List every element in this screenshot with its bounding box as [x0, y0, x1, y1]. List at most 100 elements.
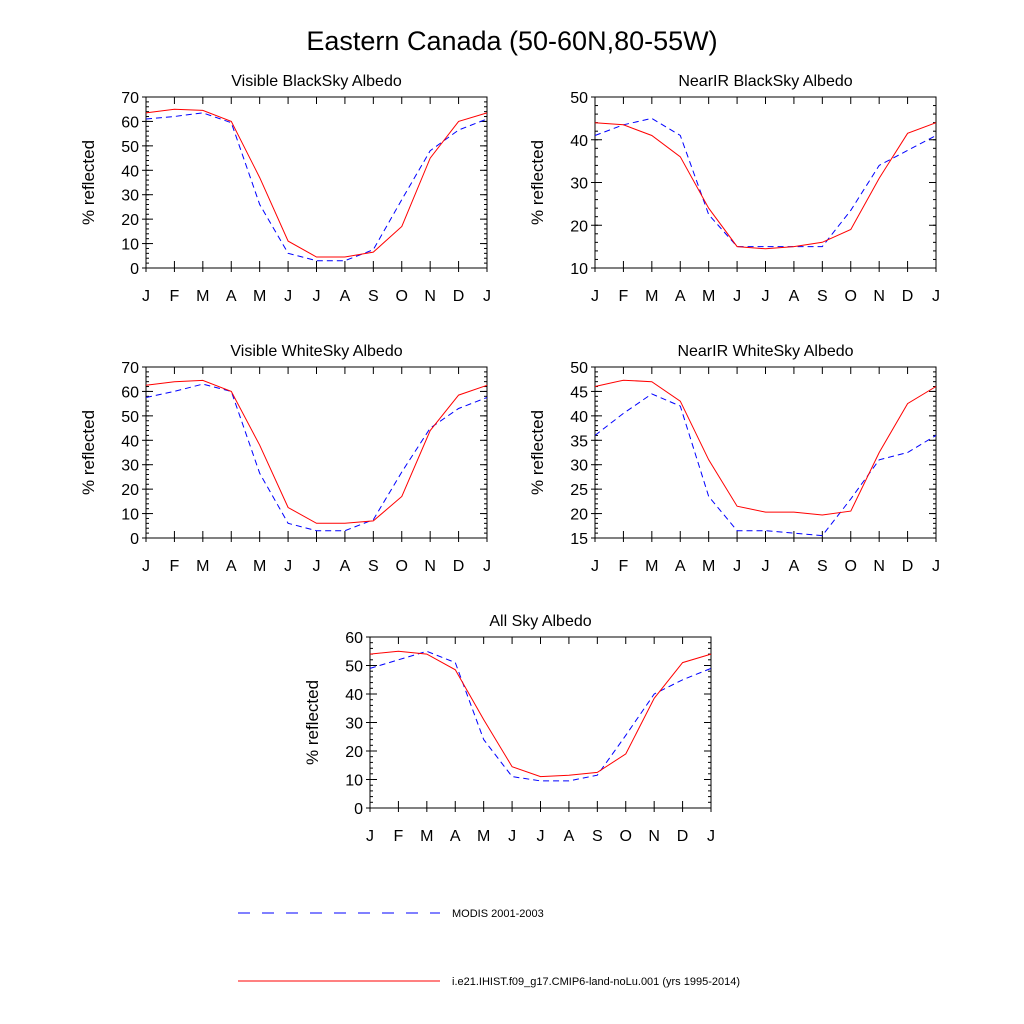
x-tick-label: J: [284, 558, 292, 575]
x-tick-label: N: [873, 288, 885, 305]
x-tick-label: M: [645, 558, 658, 575]
y-tick-label: 0: [354, 801, 363, 818]
x-tick-label: J: [762, 558, 770, 575]
x-tick-label: A: [450, 828, 461, 845]
x-tick-label: F: [394, 828, 404, 845]
y-tick-label: 30: [121, 188, 139, 205]
x-tick-label: J: [707, 828, 715, 845]
y-tick-label: 0: [130, 531, 139, 548]
x-tick-label: J: [142, 558, 150, 575]
plot-frame: [145, 366, 488, 539]
y-tick-label: 30: [570, 458, 588, 475]
x-tick-label: J: [142, 288, 150, 305]
y-axis-label: % reflected: [528, 410, 547, 495]
x-tick-label: J: [366, 828, 374, 845]
panel-nearir-whitesky-albedo: NearIR WhiteSky Albedo 15 20 25 30 35 40 45 50 J F…: [528, 343, 940, 575]
y-tick-label: 40: [121, 163, 139, 180]
x-tick-label: M: [702, 288, 715, 305]
x-tick-label: A: [340, 288, 351, 305]
x-tick-label: A: [226, 288, 237, 305]
x-tick-label: F: [170, 558, 180, 575]
chart-panels: Visible BlackSky Albedo 0 10 20 30 40 50 60 70 J F…: [79, 73, 940, 845]
y-tick-label: 45: [570, 384, 588, 401]
series-line-modis: [369, 650, 712, 782]
series-line-model: [145, 108, 488, 258]
x-tick-label: M: [702, 558, 715, 575]
x-tick-label: A: [340, 558, 351, 575]
x-tick-label: J: [932, 288, 940, 305]
y-axis-label: % reflected: [79, 410, 98, 495]
y-tick-label: 50: [121, 409, 139, 426]
x-tick-label: J: [932, 558, 940, 575]
x-tick-label: O: [845, 288, 857, 305]
y-tick-label: 10: [121, 507, 139, 524]
y-tick-label: 60: [345, 630, 363, 647]
legend-label-model: i.e21.IHIST.f09_g17.CMIP6-land-noLu.001 …: [452, 976, 740, 988]
x-tick-label: A: [675, 288, 686, 305]
y-tick-label: 40: [570, 133, 588, 150]
x-tick-label: J: [313, 288, 321, 305]
y-tick-label: 50: [345, 659, 363, 676]
legend-label-modis: MODIS 2001-2003: [452, 908, 544, 920]
y-tick-label: 0: [130, 261, 139, 278]
series-line-model: [369, 650, 712, 778]
y-tick-label: 50: [570, 360, 588, 377]
y-tick-label: 10: [570, 261, 588, 278]
x-tick-label: J: [313, 558, 321, 575]
series-line-model: [594, 122, 937, 250]
x-tick-label: O: [396, 288, 408, 305]
x-tick-label: S: [368, 558, 379, 575]
x-tick-label: S: [368, 288, 379, 305]
series-line-modis: [594, 393, 937, 537]
x-tick-label: F: [619, 288, 629, 305]
x-tick-label: N: [424, 288, 436, 305]
y-tick-label: 35: [570, 433, 588, 450]
y-tick-label: 25: [570, 482, 588, 499]
panel-title: NearIR BlackSky Albedo: [678, 73, 852, 90]
x-tick-label: O: [620, 828, 632, 845]
x-tick-label: S: [817, 558, 828, 575]
y-tick-label: 10: [345, 773, 363, 790]
y-tick-label: 40: [121, 433, 139, 450]
x-tick-label: J: [284, 288, 292, 305]
x-tick-label: J: [733, 558, 741, 575]
y-axis-label: % reflected: [303, 680, 322, 765]
x-tick-label: F: [619, 558, 629, 575]
y-tick-label: 20: [121, 482, 139, 499]
x-tick-label: J: [537, 828, 545, 845]
x-tick-label: N: [873, 558, 885, 575]
legend: MODIS 2001-2003 i.e21.IHIST.f09_g17.CMIP…: [238, 908, 740, 988]
y-tick-label: 40: [345, 687, 363, 704]
y-tick-label: 70: [121, 360, 139, 377]
y-axis-label: % reflected: [79, 140, 98, 225]
x-tick-label: N: [648, 828, 660, 845]
series-line-modis: [145, 112, 488, 262]
y-tick-label: 70: [121, 90, 139, 107]
figure-title: Eastern Canada (50-60N,80-55W): [306, 26, 717, 56]
x-tick-label: M: [477, 828, 490, 845]
y-tick-label: 10: [121, 237, 139, 254]
y-tick-label: 20: [570, 218, 588, 235]
x-tick-label: D: [677, 828, 689, 845]
panel-title: Visible BlackSky Albedo: [231, 73, 402, 90]
panel-title: Visible WhiteSky Albedo: [230, 343, 402, 360]
x-tick-label: M: [645, 288, 658, 305]
x-tick-label: J: [508, 828, 516, 845]
x-tick-label: M: [253, 558, 266, 575]
x-tick-label: A: [675, 558, 686, 575]
plot-frame: [594, 96, 937, 269]
y-tick-label: 50: [121, 139, 139, 156]
x-tick-label: J: [591, 288, 599, 305]
x-tick-label: M: [196, 558, 209, 575]
y-tick-label: 60: [121, 384, 139, 401]
x-tick-label: J: [733, 288, 741, 305]
panel-title: All Sky Albedo: [489, 613, 591, 630]
y-tick-label: 20: [121, 212, 139, 229]
x-tick-label: M: [253, 288, 266, 305]
x-tick-label: M: [196, 288, 209, 305]
x-tick-label: J: [591, 558, 599, 575]
y-tick-label: 40: [570, 409, 588, 426]
